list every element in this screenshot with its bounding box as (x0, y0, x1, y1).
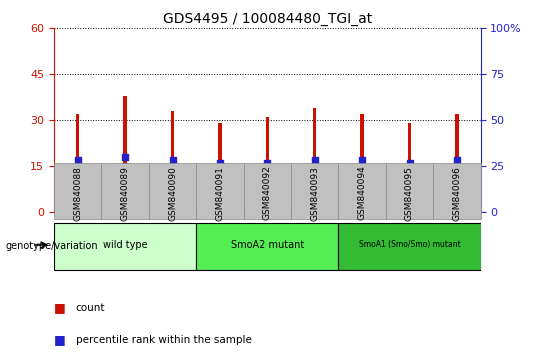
Point (310, 158, 319, 163)
Bar (124, 96, 127, 212)
Point (453, 158, 461, 163)
Text: GSM840088: GSM840088 (73, 166, 82, 221)
Bar (218, 124, 221, 212)
Bar (313, 108, 316, 212)
Title: GDS4495 / 100084480_TGI_at: GDS4495 / 100084480_TGI_at (163, 12, 372, 26)
Bar (171, 111, 174, 212)
Point (121, 154, 130, 160)
Point (215, 160, 224, 166)
Text: wild type: wild type (103, 240, 147, 250)
Text: GSM840091: GSM840091 (215, 166, 225, 221)
Bar (339, 223, 481, 270)
Point (263, 160, 272, 166)
Text: percentile rank within the sample: percentile rank within the sample (76, 335, 252, 345)
Text: count: count (76, 303, 105, 313)
Bar (360, 114, 364, 212)
Bar (266, 117, 269, 212)
Bar (386, 163, 433, 219)
Bar (54, 163, 102, 219)
Point (405, 160, 414, 166)
Point (168, 158, 177, 163)
Text: ■: ■ (54, 302, 66, 314)
Text: genotype/variation: genotype/variation (5, 241, 98, 251)
Text: GSM840090: GSM840090 (168, 166, 177, 221)
Bar (244, 163, 291, 219)
Bar (408, 124, 411, 212)
Bar (196, 163, 244, 219)
Text: GSM840093: GSM840093 (310, 166, 319, 221)
Bar (149, 163, 196, 219)
Bar (433, 163, 481, 219)
Point (358, 158, 367, 163)
Point (73, 158, 82, 163)
Bar (76, 114, 79, 212)
Bar (291, 163, 339, 219)
Bar (196, 223, 339, 270)
Bar (54, 223, 196, 270)
Text: GSM840094: GSM840094 (357, 166, 367, 221)
Text: GSM840095: GSM840095 (405, 166, 414, 221)
Text: ■: ■ (54, 333, 66, 346)
Text: GSM840089: GSM840089 (120, 166, 130, 221)
Text: GSM840096: GSM840096 (453, 166, 461, 221)
Text: SmoA1 (Smo/Smo) mutant: SmoA1 (Smo/Smo) mutant (359, 240, 461, 250)
Text: GSM840092: GSM840092 (263, 166, 272, 221)
Text: SmoA2 mutant: SmoA2 mutant (231, 240, 304, 250)
Bar (102, 163, 149, 219)
Bar (455, 114, 458, 212)
Bar (339, 163, 386, 219)
